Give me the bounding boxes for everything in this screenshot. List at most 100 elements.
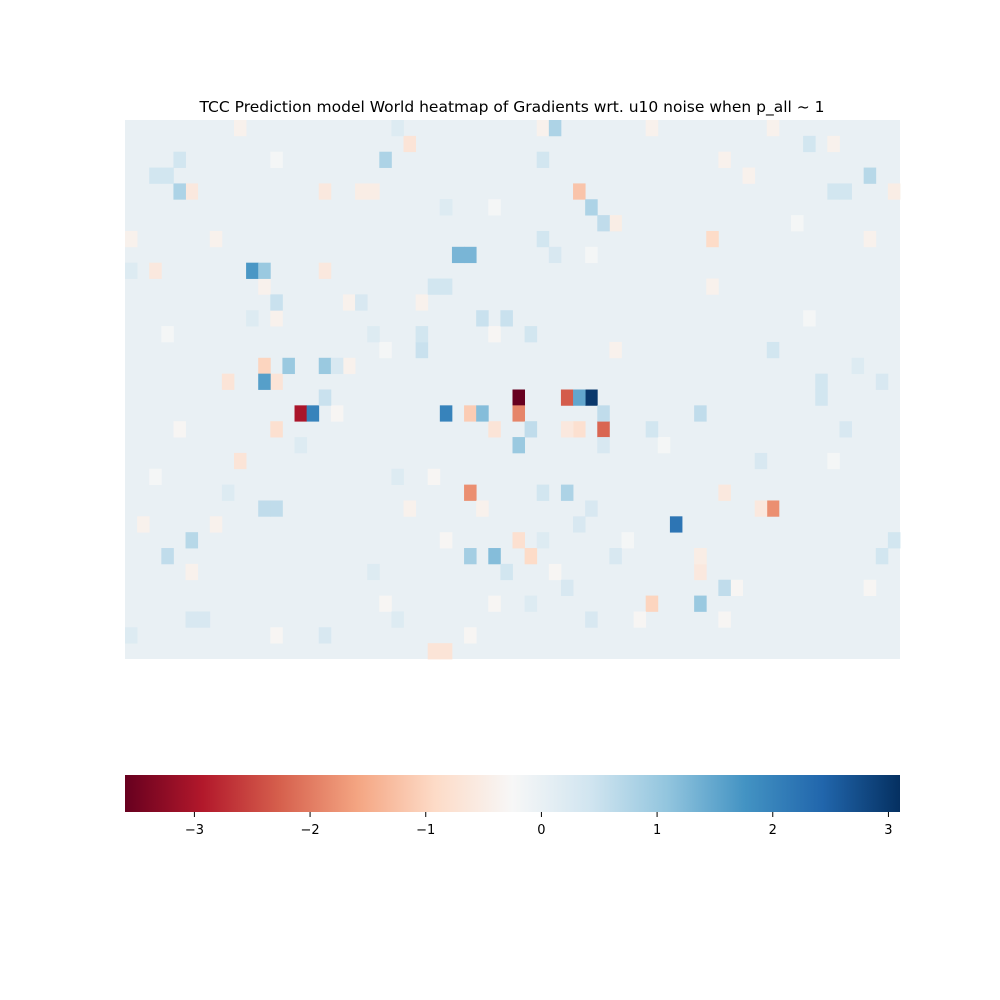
heatmap-cell: [573, 421, 586, 438]
heatmap-cell: [694, 563, 707, 581]
heatmap-cell: [185, 532, 199, 549]
heatmap-cell: [657, 437, 671, 454]
heatmap-cell: [488, 595, 501, 612]
heatmap-cell: [718, 579, 731, 596]
colorbar-tick-label: −3: [185, 823, 204, 838]
heatmap-cell: [246, 262, 259, 279]
heatmap-cell: [258, 357, 271, 375]
heatmap-cell: [573, 183, 586, 200]
heatmap-cell: [548, 120, 562, 137]
heatmap-cell: [645, 595, 659, 612]
heatmap-cell: [706, 278, 719, 295]
heatmap-cell: [342, 294, 356, 311]
heatmap-cell: [524, 326, 538, 343]
heatmap-cell: [609, 215, 622, 232]
heatmap-cell: [585, 246, 598, 264]
heatmap-cell: [233, 452, 247, 470]
heatmap-cell: [125, 230, 138, 248]
heatmap-cell: [839, 183, 852, 200]
heatmap-cell: [439, 278, 453, 295]
heatmap-cell: [342, 357, 356, 375]
heatmap-cell: [185, 563, 199, 581]
heatmap-cell: [137, 516, 150, 533]
heatmap-cell: [246, 310, 259, 327]
heatmap-cell: [476, 500, 489, 517]
heatmap-cell: [464, 548, 477, 565]
heatmap-cell: [609, 548, 622, 565]
heatmap-cell: [488, 199, 501, 216]
heatmap-cell: [149, 262, 162, 279]
heatmap-cell: [669, 516, 683, 533]
heatmap-cell: [875, 373, 889, 390]
heatmap-cell: [730, 579, 743, 596]
heatmap-cell: [536, 151, 550, 168]
chart-title: TCC Prediction model World heatmap of Gr…: [198, 98, 824, 117]
colorbar-ticks: −3 −2 −1 0 1 2 3: [185, 812, 893, 838]
heatmap-cell: [270, 294, 283, 311]
heatmap-cell: [488, 548, 501, 565]
heatmap-cell: [270, 310, 283, 327]
heatmap-cell: [173, 421, 186, 438]
heatmap-cell: [863, 579, 877, 596]
heatmap-cell: [282, 357, 295, 375]
heatmap-cell: [330, 357, 344, 375]
heatmap-cell: [439, 532, 453, 549]
heatmap-cell: [633, 611, 647, 628]
heatmap-cell: [464, 246, 477, 264]
heatmap-cell: [391, 468, 404, 486]
heatmap-cell: [294, 405, 308, 422]
heatmap-cell: [209, 230, 223, 248]
heatmap-cell: [221, 373, 235, 390]
heatmap-cell: [330, 405, 344, 422]
heatmap-cell: [718, 611, 731, 628]
heatmap-cell: [427, 468, 441, 486]
heatmap-cell: [766, 500, 780, 517]
heatmap-cell: [488, 421, 501, 438]
heatmap-cell: [403, 500, 417, 517]
heatmap-cell: [294, 437, 308, 454]
heatmap-cell: [464, 627, 477, 644]
heatmap-cell: [173, 183, 186, 200]
heatmap-cell: [270, 421, 283, 438]
heatmap-cell: [270, 151, 283, 168]
heatmap-cell: [258, 262, 271, 279]
heatmap-cell: [149, 468, 162, 486]
heatmap-cell: [476, 310, 489, 327]
heatmap-cell: [754, 452, 768, 470]
heatmap-cell: [827, 452, 840, 470]
heatmap-cell: [694, 595, 707, 612]
heatmap-cell: [863, 230, 877, 248]
heatmap-cell: [524, 595, 538, 612]
heatmap-cell: [439, 405, 453, 422]
heatmap-cell: [318, 262, 332, 279]
heatmap-cell: [379, 341, 392, 359]
heatmap-cell: [439, 643, 453, 660]
heatmap-cell: [500, 310, 513, 327]
heatmap-cell: [415, 341, 429, 359]
heatmap-cell: [585, 389, 598, 406]
colorbar: −3 −2 −1 0 1 2 3: [125, 775, 900, 838]
heatmap-cell: [209, 516, 223, 533]
heatmap-cell: [706, 230, 719, 248]
heatmap-cell: [560, 421, 574, 438]
heatmap-cell: [863, 167, 877, 184]
heatmap-cell: [887, 532, 901, 549]
heatmap-cell: [464, 484, 477, 501]
heatmap-cell: [524, 548, 538, 565]
heatmap-cell: [815, 389, 828, 406]
heatmap-cell: [258, 278, 271, 295]
heatmap-cell: [815, 373, 828, 390]
heatmap-cell: [258, 373, 271, 390]
heatmap-cell: [560, 484, 574, 501]
colorbar-tick-label: 3: [884, 823, 892, 838]
colorbar-tick-label: 2: [769, 823, 777, 838]
colorbar-tick-label: 1: [653, 823, 661, 838]
heatmap-cell: [500, 563, 513, 581]
heatmap-cell: [827, 183, 840, 200]
heatmap-cell: [585, 611, 598, 628]
heatmap-cell: [766, 341, 780, 359]
heatmap-cell: [766, 120, 780, 137]
heatmap-cell: [258, 500, 271, 517]
heatmap-cell: [512, 532, 526, 549]
heatmap-cell: [125, 627, 138, 644]
